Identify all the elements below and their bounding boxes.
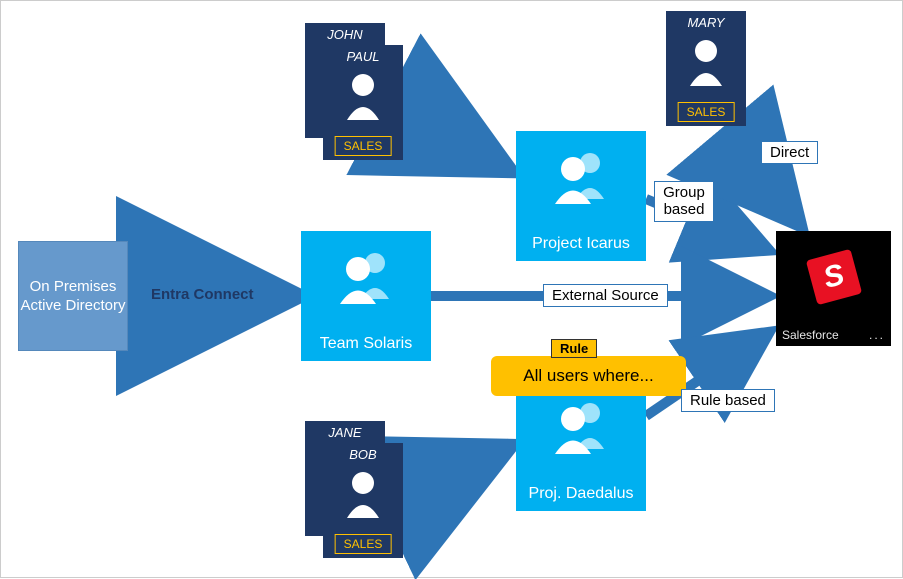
group-solaris-label: Team Solaris <box>301 335 431 353</box>
group-daedalus: Proj. Daedalus <box>516 381 646 511</box>
arrows-layer <box>1 1 903 579</box>
sales-badge: SALES <box>678 102 735 122</box>
people-icon <box>551 399 611 454</box>
group-solaris: Team Solaris <box>301 231 431 361</box>
sales-badge: SALES <box>335 534 392 554</box>
edge-rule-based-label: Rule based <box>681 389 775 412</box>
user-john-name: JOHN <box>305 23 385 42</box>
user-card-mary: MARY SALES <box>666 11 746 126</box>
user-card-paul: PAUL SALES <box>323 45 403 160</box>
salesforce-dots: ... <box>869 328 885 342</box>
avatar-icon <box>343 70 383 120</box>
group-icarus-label: Project Icarus <box>516 235 646 253</box>
user-jane-name: JANE <box>305 421 385 440</box>
edge-external-source-label: External Source <box>543 284 668 307</box>
avatar-icon <box>686 36 726 86</box>
user-bob-name: BOB <box>323 443 403 462</box>
edge-group-based-label: Group based <box>654 181 714 222</box>
user-card-bob: BOB SALES <box>323 443 403 558</box>
user-mary-name: MARY <box>666 11 746 30</box>
people-icon <box>551 149 611 204</box>
people-icon <box>336 249 396 304</box>
salesforce-label: Salesforce <box>782 328 839 342</box>
entra-connect-label: Entra Connect <box>143 284 262 305</box>
salesforce-icon: S <box>805 249 861 305</box>
group-icarus: Project Icarus <box>516 131 646 261</box>
edge-direct-label: Direct <box>761 141 818 164</box>
rule-text: All users where... <box>523 366 653 386</box>
salesforce-tile: S Salesforce ... <box>776 231 891 346</box>
avatar-icon <box>343 468 383 518</box>
onprem-ad-label: On Premises Active Directory <box>19 277 127 316</box>
rule-tag: Rule <box>551 339 597 358</box>
group-daedalus-label: Proj. Daedalus <box>516 485 646 503</box>
salesforce-glyph: S <box>819 258 847 296</box>
onprem-ad-box: On Premises Active Directory <box>18 241 128 351</box>
user-paul-name: PAUL <box>323 45 403 64</box>
rule-block: All users where... <box>491 356 686 396</box>
sales-badge: SALES <box>335 136 392 156</box>
